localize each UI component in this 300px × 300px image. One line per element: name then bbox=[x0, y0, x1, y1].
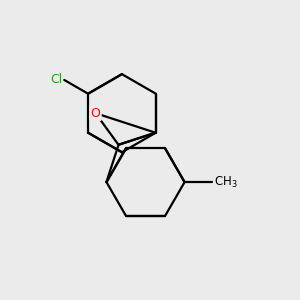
Text: Cl: Cl bbox=[50, 74, 62, 86]
Text: O: O bbox=[91, 107, 100, 120]
Text: CH$_3$: CH$_3$ bbox=[214, 175, 238, 190]
